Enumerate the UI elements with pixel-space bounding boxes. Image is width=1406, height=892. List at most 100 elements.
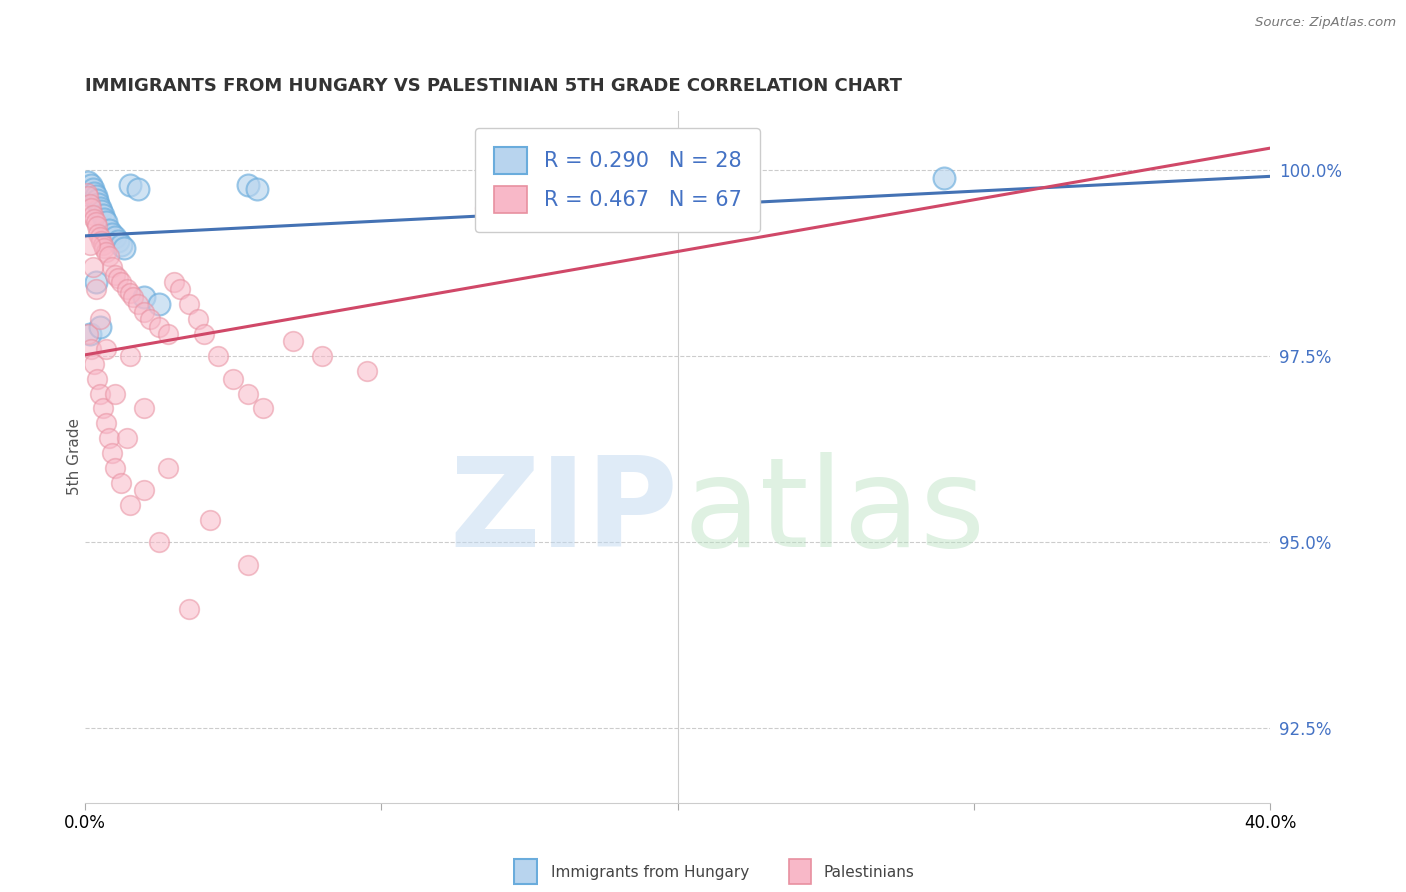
- Point: [104, 461, 127, 475]
- Point: [94, 245, 117, 260]
- Point: [118, 349, 141, 363]
- Text: Palestinians: Palestinians: [824, 865, 915, 880]
- Point: [107, 234, 129, 248]
- Bar: [515, 859, 537, 884]
- Point: [134, 304, 156, 318]
- Point: [169, 282, 191, 296]
- Point: [84, 189, 107, 203]
- Point: [139, 312, 162, 326]
- Point: [91, 208, 114, 222]
- Point: [281, 334, 304, 349]
- Bar: [789, 859, 811, 884]
- Point: [207, 349, 229, 363]
- Point: [76, 186, 98, 200]
- Point: [236, 386, 259, 401]
- Point: [77, 189, 100, 203]
- Point: [94, 417, 117, 431]
- Text: ZIP: ZIP: [449, 451, 678, 573]
- Point: [90, 234, 112, 248]
- Point: [82, 208, 104, 222]
- Point: [82, 260, 104, 274]
- Point: [157, 461, 180, 475]
- Point: [246, 182, 269, 196]
- Point: [80, 178, 103, 193]
- Point: [934, 170, 956, 185]
- Text: Immigrants from Hungary: Immigrants from Hungary: [551, 865, 749, 880]
- Point: [79, 237, 101, 252]
- Point: [193, 326, 215, 341]
- Point: [87, 197, 110, 211]
- Point: [311, 349, 333, 363]
- Point: [89, 386, 111, 401]
- Point: [86, 219, 108, 234]
- Point: [94, 342, 117, 356]
- Text: Source: ZipAtlas.com: Source: ZipAtlas.com: [1256, 16, 1396, 29]
- Y-axis label: 5th Grade: 5th Grade: [66, 418, 82, 495]
- Point: [148, 319, 170, 334]
- Point: [86, 371, 108, 385]
- Point: [187, 312, 209, 326]
- Point: [236, 178, 259, 193]
- Point: [127, 297, 149, 311]
- Point: [89, 201, 111, 215]
- Point: [101, 227, 124, 241]
- Point: [77, 175, 100, 189]
- Point: [97, 431, 120, 445]
- Point: [80, 342, 103, 356]
- Point: [118, 286, 141, 301]
- Point: [115, 282, 138, 296]
- Point: [177, 602, 200, 616]
- Point: [115, 431, 138, 445]
- Point: [104, 230, 127, 244]
- Text: atlas: atlas: [683, 451, 986, 573]
- Point: [134, 483, 156, 498]
- Point: [97, 249, 120, 263]
- Point: [91, 237, 114, 252]
- Point: [90, 204, 112, 219]
- Point: [101, 446, 124, 460]
- Point: [87, 227, 110, 241]
- Point: [89, 312, 111, 326]
- Point: [148, 535, 170, 549]
- Point: [110, 237, 132, 252]
- Point: [80, 201, 103, 215]
- Point: [93, 242, 115, 256]
- Point: [84, 282, 107, 296]
- Point: [110, 475, 132, 490]
- Point: [83, 357, 105, 371]
- Point: [148, 297, 170, 311]
- Point: [127, 182, 149, 196]
- Point: [134, 401, 156, 416]
- Point: [86, 193, 108, 207]
- Point: [89, 319, 111, 334]
- Point: [91, 401, 114, 416]
- Point: [110, 275, 132, 289]
- Point: [97, 223, 120, 237]
- Point: [83, 186, 105, 200]
- Point: [77, 326, 100, 341]
- Point: [474, 201, 496, 215]
- Point: [79, 197, 101, 211]
- Point: [82, 182, 104, 196]
- Text: IMMIGRANTS FROM HUNGARY VS PALESTINIAN 5TH GRADE CORRELATION CHART: IMMIGRANTS FROM HUNGARY VS PALESTINIAN 5…: [86, 78, 903, 95]
- Point: [252, 401, 274, 416]
- Legend: R = 0.290   N = 28, R = 0.467   N = 67: R = 0.290 N = 28, R = 0.467 N = 67: [475, 128, 761, 232]
- Point: [121, 290, 143, 304]
- Point: [89, 230, 111, 244]
- Point: [163, 275, 186, 289]
- Point: [134, 290, 156, 304]
- Point: [118, 498, 141, 512]
- Point: [84, 275, 107, 289]
- Point: [104, 386, 127, 401]
- Point: [79, 326, 101, 341]
- Point: [222, 371, 245, 385]
- Point: [177, 297, 200, 311]
- Point: [83, 211, 105, 226]
- Point: [107, 271, 129, 285]
- Point: [356, 364, 378, 378]
- Point: [236, 558, 259, 572]
- Point: [118, 178, 141, 193]
- Point: [94, 215, 117, 229]
- Point: [157, 326, 180, 341]
- Point: [112, 242, 135, 256]
